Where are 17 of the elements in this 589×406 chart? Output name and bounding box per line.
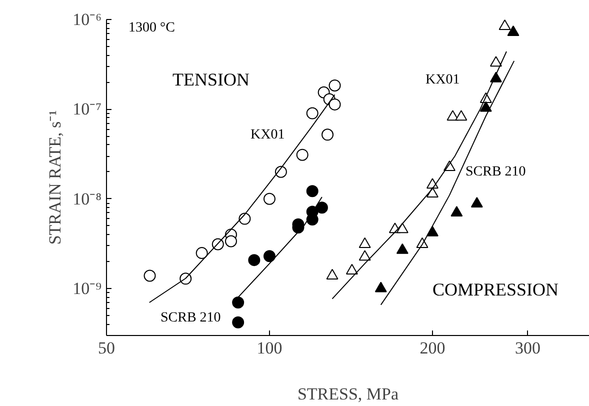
annotation: SCRB 210 bbox=[160, 310, 221, 326]
x-tick-label: 100 bbox=[256, 338, 282, 358]
y-tick-label: 10⁻⁶ bbox=[72, 10, 102, 29]
annotation: 1300 °C bbox=[128, 20, 175, 36]
x-tick-label: 200 bbox=[420, 338, 446, 358]
x-tick-label: 50 bbox=[98, 338, 115, 358]
y-tick-label: 10⁻⁷ bbox=[72, 100, 102, 119]
y-axis-title: STRAIN RATE, s⁻¹ bbox=[46, 110, 65, 245]
annotation: COMPRESSION bbox=[432, 280, 559, 300]
annotation: KX01 bbox=[426, 72, 460, 88]
x-tick-label: 300 bbox=[515, 338, 541, 358]
x-axis-title: STRESS, MPa bbox=[297, 384, 399, 404]
annotation: KX01 bbox=[250, 128, 285, 142]
y-tick-label: 10⁻⁸ bbox=[72, 189, 102, 208]
annotation: SCRB 210 bbox=[466, 164, 526, 180]
annotation: TENSION bbox=[172, 70, 250, 90]
y-tick-label: 10⁻⁹ bbox=[72, 279, 102, 298]
